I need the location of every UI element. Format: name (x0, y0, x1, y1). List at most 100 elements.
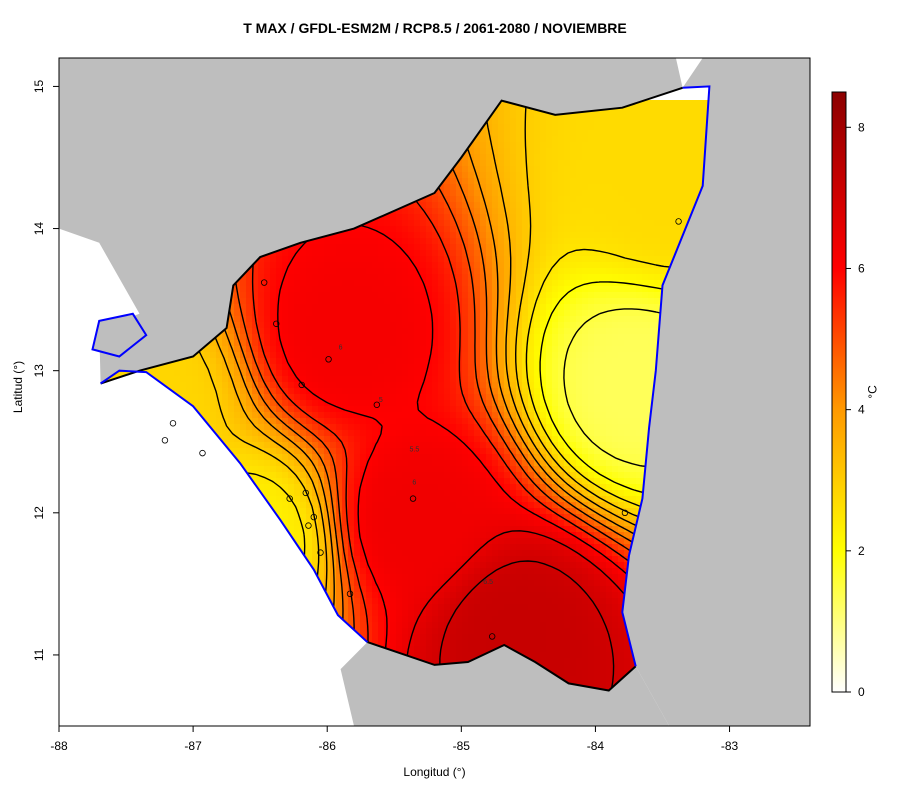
heat-cell (252, 352, 259, 359)
heat-cell (564, 226, 571, 233)
heat-cell (252, 286, 259, 293)
heat-cell (570, 376, 577, 383)
heat-cell (390, 214, 397, 221)
heat-cell (618, 196, 625, 203)
heat-cell (570, 220, 577, 227)
heat-cell (468, 298, 475, 305)
heat-cell (534, 196, 541, 203)
heat-cell (384, 340, 391, 347)
heat-cell (516, 196, 523, 203)
heat-cell (468, 286, 475, 293)
heat-cell (516, 262, 523, 269)
heat-cell (630, 316, 637, 323)
heat-cell (492, 232, 499, 239)
heat-cell (516, 154, 523, 161)
heat-cell (636, 346, 643, 353)
heat-cell (342, 292, 349, 299)
heat-cell (570, 274, 577, 281)
heat-cell (252, 364, 259, 371)
heat-cell (162, 364, 169, 371)
heat-cell (438, 184, 445, 191)
heat-cell (378, 316, 385, 323)
heat-cell (612, 358, 619, 365)
heat-cell (498, 196, 505, 203)
heat-cell (528, 214, 535, 221)
heat-cell (546, 334, 553, 341)
heat-cell (618, 130, 625, 137)
heat-cell (468, 142, 475, 149)
heat-cell (570, 166, 577, 173)
heat-cell (510, 112, 517, 119)
heat-cell (534, 334, 541, 341)
heat-cell (348, 370, 355, 377)
heat-cell (228, 316, 235, 323)
heat-cell (558, 322, 565, 329)
heat-cell (264, 376, 271, 383)
heat-cell (240, 334, 247, 341)
heat-cell (462, 220, 469, 227)
heat-cell (354, 298, 361, 305)
heat-cell (468, 226, 475, 233)
heat-cell (294, 346, 301, 353)
heat-cell (594, 196, 601, 203)
heat-cell (594, 358, 601, 365)
heat-cell (570, 256, 577, 263)
heat-cell (426, 226, 433, 233)
heat-cell (582, 244, 589, 251)
heat-cell (624, 154, 631, 161)
heat-cell (594, 280, 601, 287)
heat-cell (642, 322, 649, 329)
heat-cell (594, 130, 601, 137)
heat-cell (558, 166, 565, 173)
heat-cell (264, 322, 271, 329)
heat-cell (558, 238, 565, 245)
heat-cell (492, 112, 499, 119)
heat-cell (510, 232, 517, 239)
heat-cell (588, 376, 595, 383)
heat-cell (612, 184, 619, 191)
heat-cell (648, 166, 655, 173)
heat-cell (576, 292, 583, 299)
heat-cell (576, 298, 583, 305)
heat-cell (348, 322, 355, 329)
heat-cell (474, 256, 481, 263)
heat-cell (504, 130, 511, 137)
heat-cell (402, 208, 409, 215)
heat-cell (408, 208, 415, 215)
heat-cell (606, 178, 613, 185)
heat-cell (618, 346, 625, 353)
heat-cell (384, 256, 391, 263)
heat-cell (492, 214, 499, 221)
heat-cell (348, 328, 355, 335)
heat-cell (270, 328, 277, 335)
heat-cell (402, 376, 409, 383)
heat-cell (450, 310, 457, 317)
heat-cell (234, 340, 241, 347)
heat-cell (270, 298, 277, 305)
heat-cell (570, 268, 577, 275)
heat-cell (384, 328, 391, 335)
heat-cell (270, 358, 277, 365)
heat-cell (456, 298, 463, 305)
heat-cell (480, 340, 487, 347)
heat-cell (588, 346, 595, 353)
costa-rica-land (340, 642, 670, 726)
heat-cell (474, 244, 481, 251)
heat-cell (504, 160, 511, 167)
heat-cell (378, 382, 385, 389)
heat-cell (552, 166, 559, 173)
heat-cell (588, 244, 595, 251)
heat-cell (666, 136, 673, 143)
heat-cell (258, 364, 265, 371)
heat-cell (582, 370, 589, 377)
heat-cell (414, 274, 421, 281)
heat-cell (324, 328, 331, 335)
heat-cell (666, 124, 673, 131)
heat-cell (516, 334, 523, 341)
heat-cell (360, 286, 367, 293)
heat-cell (300, 346, 307, 353)
heat-cell (318, 352, 325, 359)
heat-cell (498, 136, 505, 143)
heat-cell (486, 310, 493, 317)
heat-cell (414, 364, 421, 371)
